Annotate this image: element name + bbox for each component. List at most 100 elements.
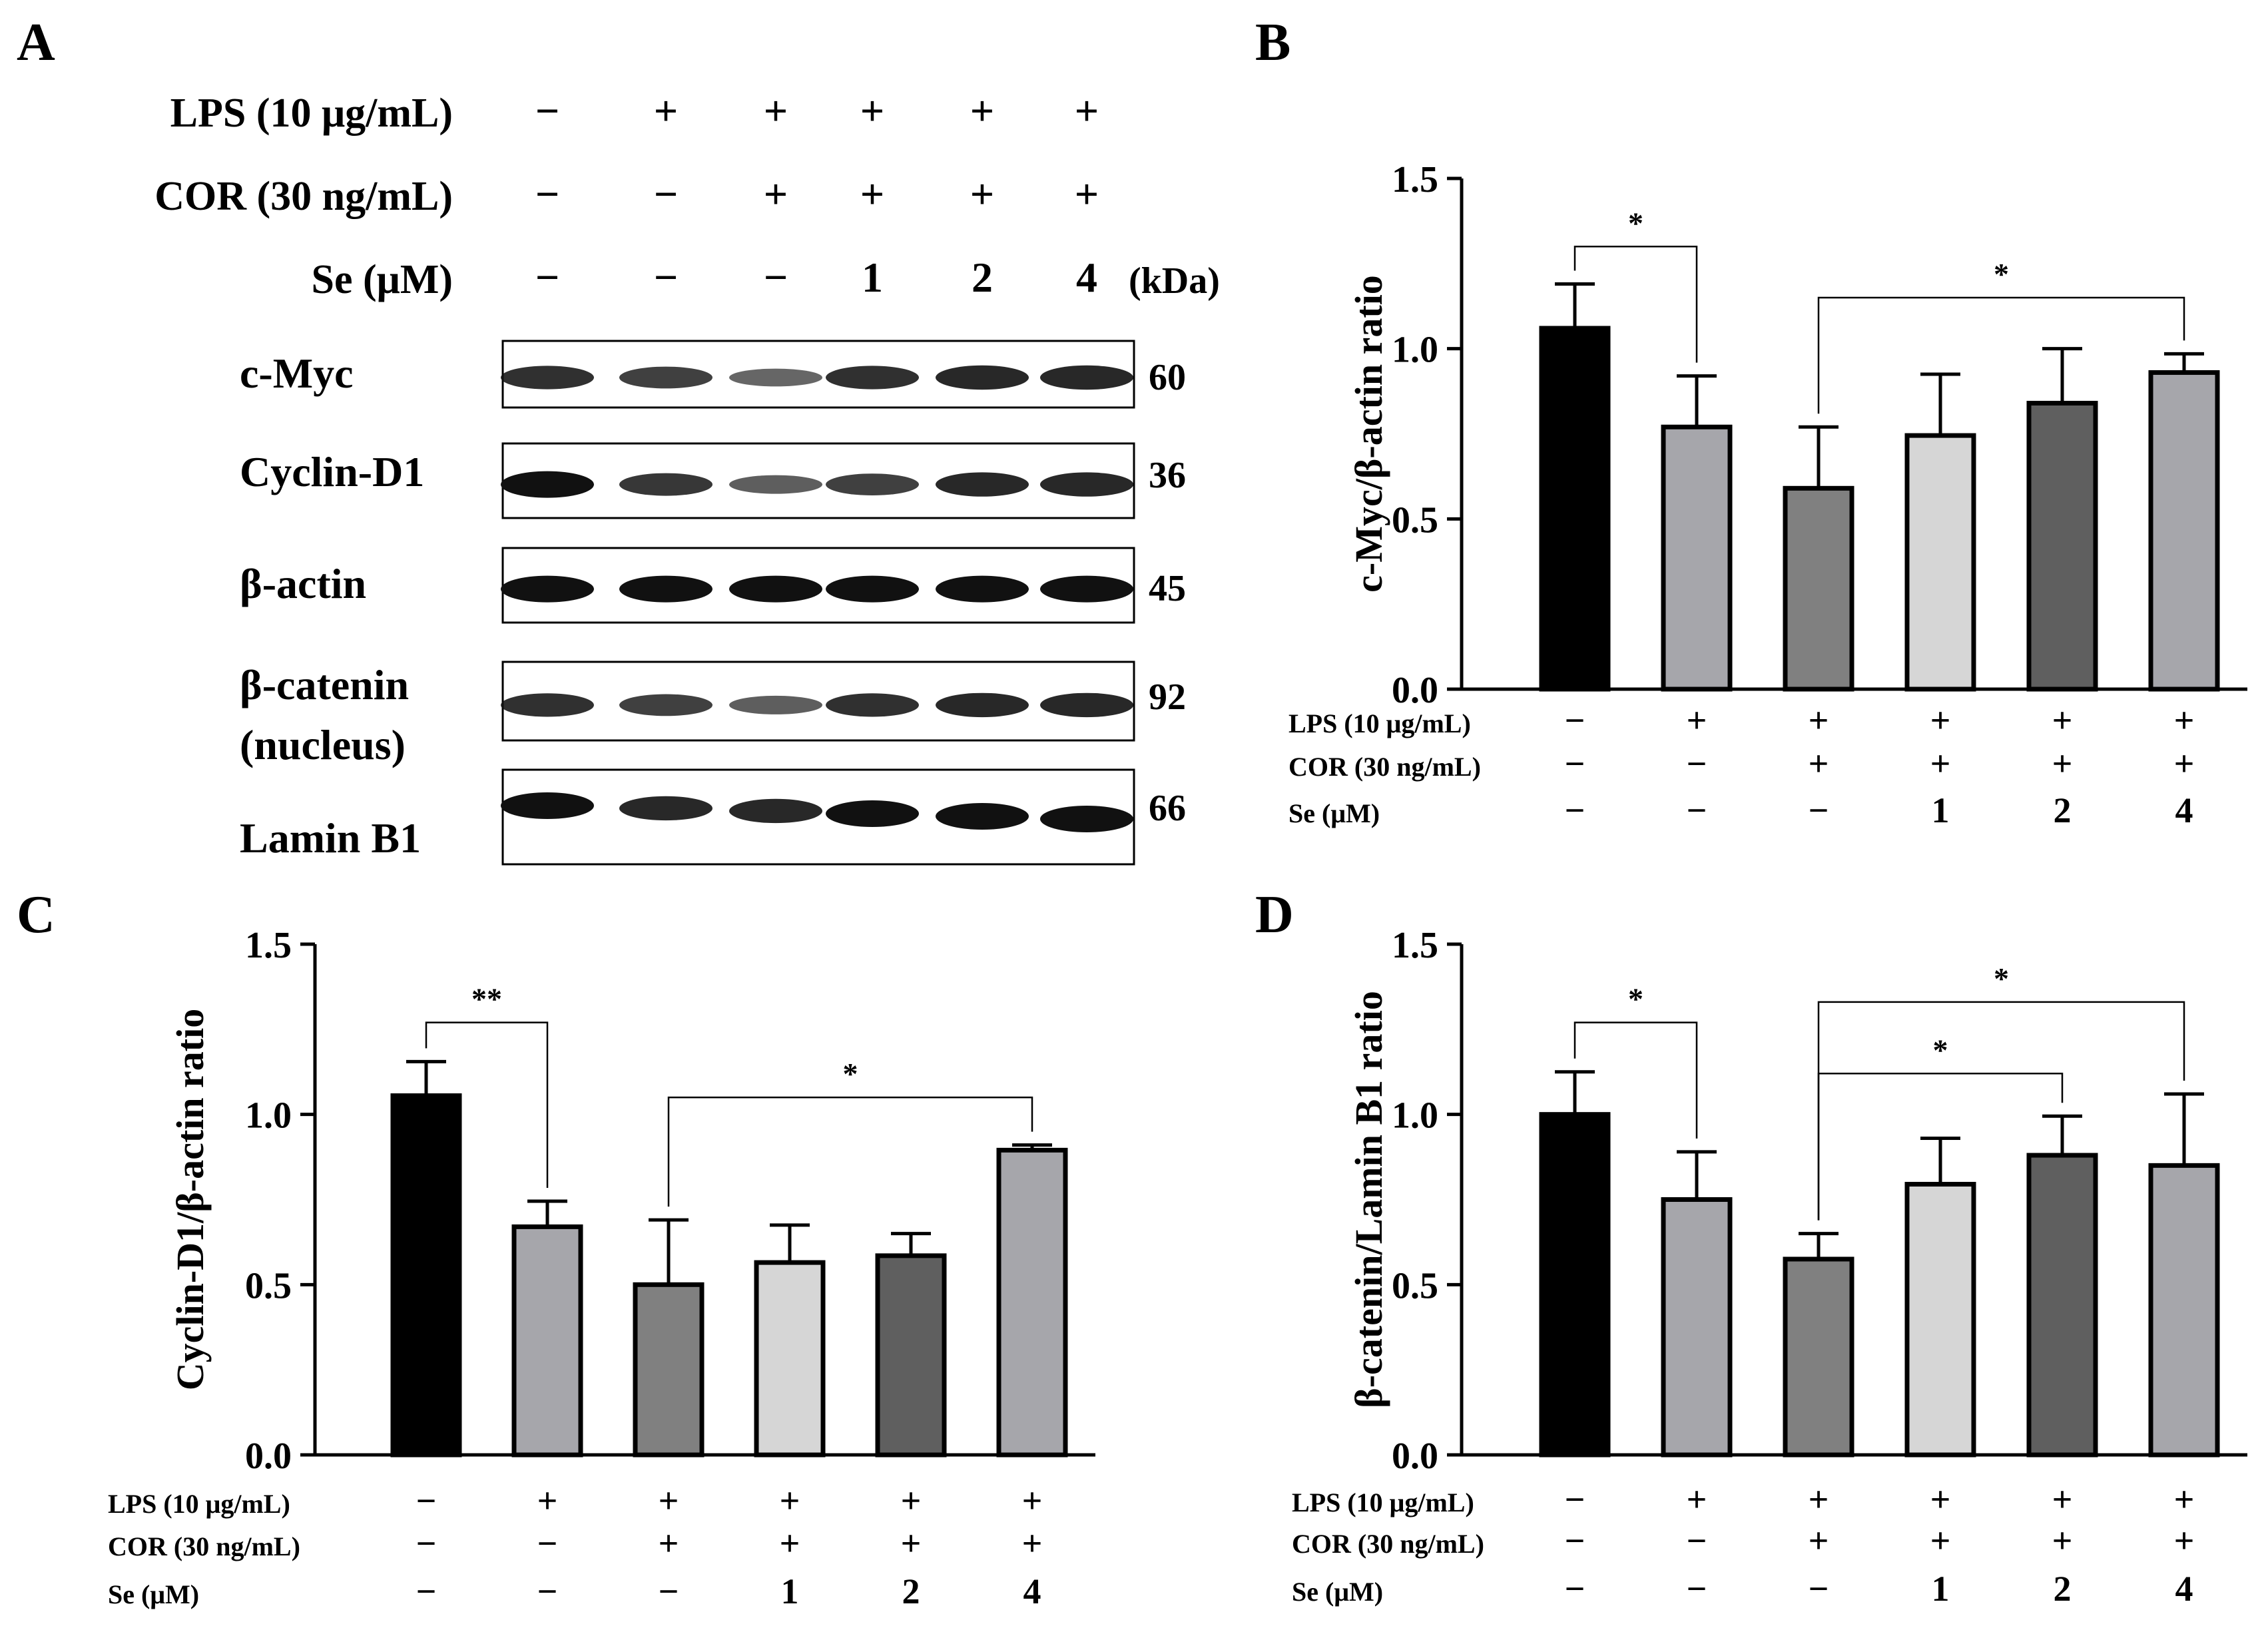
blot-band	[1040, 575, 1133, 603]
significance-bracket	[1817, 1001, 2185, 1221]
treatment-value: +	[1687, 1480, 1707, 1519]
significance-marker: **	[471, 982, 502, 1016]
panel-label-b: B	[1255, 13, 1290, 72]
treatment-label: COR (30 ng/mL)	[1292, 1529, 1484, 1559]
blot-treatment-label: LPS (10 μg/mL)	[170, 91, 453, 136]
significance-bracket	[1573, 246, 1698, 363]
treatment-value: +	[1930, 700, 1951, 740]
blot-band	[729, 368, 822, 387]
treatment-value: −	[1565, 700, 1585, 740]
blot-kda-value: 60	[1149, 357, 1186, 398]
treatment-value: +	[659, 1523, 679, 1563]
blot-band	[936, 472, 1029, 497]
blot-protein-label-lamin-b1: Lamin B1	[240, 814, 421, 862]
blot-treatment-value: 4	[1076, 254, 1097, 301]
bar	[2026, 1153, 2098, 1458]
treatment-label: LPS (10 μg/mL)	[1288, 708, 1471, 738]
blot-band	[826, 366, 919, 390]
blot-band	[826, 800, 919, 827]
bar	[633, 1282, 705, 1458]
treatment-label: COR (30 ng/mL)	[108, 1531, 300, 1561]
blot-band	[501, 693, 594, 717]
treatment-value: +	[1687, 700, 1707, 740]
blot-band	[936, 575, 1029, 603]
treatment-value: +	[659, 1481, 679, 1521]
y-axis-label: Cyclin-D1/β-actin ratio	[168, 1009, 212, 1390]
panel-label-c: C	[17, 886, 55, 944]
blot-protein-label-catenin: β-catenin	[240, 661, 409, 708]
treatment-value: +	[1930, 1521, 1951, 1561]
blot-band	[619, 473, 712, 496]
y-tick-label: 0.0	[1392, 1436, 1438, 1477]
blot-treatment-value: +	[654, 87, 678, 135]
blot-band	[501, 366, 594, 390]
bar	[1661, 1197, 1733, 1458]
y-tick-label: 0.5	[1392, 499, 1438, 541]
treatment-value: −	[1687, 790, 1707, 830]
treatment-value: +	[780, 1523, 800, 1563]
treatment-value: 2	[902, 1571, 920, 1611]
treatment-value: +	[2052, 1521, 2073, 1561]
treatment-value: −	[1565, 790, 1585, 830]
y-tick-label: 1.0	[1392, 330, 1438, 371]
treatment-value: +	[901, 1481, 922, 1521]
panel-label-d: D	[1255, 886, 1294, 944]
treatment-value: −	[416, 1481, 437, 1521]
y-axis-label: β-catenin/Lamin B1 ratio	[1347, 991, 1390, 1408]
treatment-label: Se (μM)	[1292, 1577, 1383, 1607]
treatment-value: +	[2174, 1480, 2195, 1519]
y-tick-label: 1.5	[1392, 159, 1438, 200]
bar	[1539, 1112, 1611, 1458]
bar	[2148, 1163, 2220, 1458]
blot-treatment-label: Se (μM)	[312, 257, 453, 302]
treatment-value: 1	[1932, 790, 1950, 830]
blot-band	[1040, 692, 1133, 718]
blot-treatment-value: −	[535, 170, 559, 218]
treatment-value: −	[1687, 1569, 1707, 1609]
blot-band	[501, 792, 594, 819]
chart-panel-b-c-myc: 0.0 0.5 1.0 1.5 c-Myc/β-actin ratio * * LPS (10…	[1288, 159, 2247, 830]
kda-header: (kDa)	[1129, 260, 1220, 302]
treatment-value: +	[1809, 1521, 1829, 1561]
treatment-value: +	[2052, 1480, 2073, 1519]
treatment-value: +	[1022, 1523, 1043, 1563]
treatment-label: LPS (10 μg/mL)	[108, 1489, 290, 1519]
significance-marker: *	[1994, 257, 2009, 291]
treatment-value: −	[1565, 1480, 1585, 1519]
blot-band	[619, 575, 712, 603]
bar	[754, 1260, 826, 1458]
bar	[390, 1093, 462, 1458]
chart-panel-d-beta-catenin: 0.0 0.5 1.0 1.5β-catenin/Lamin B1 ratio * * * L…	[1292, 925, 2247, 1609]
treatment-value: −	[1687, 744, 1707, 784]
treatment-value: −	[416, 1523, 437, 1563]
treatment-value: +	[901, 1523, 922, 1563]
bar	[511, 1224, 583, 1458]
blot-treatment-value: −	[535, 87, 559, 135]
blot-band	[729, 575, 822, 603]
panel-label-a: A	[17, 13, 55, 72]
blot-band	[936, 692, 1029, 718]
significance-bracket	[1573, 1021, 1698, 1139]
blot-treatment-value: +	[970, 87, 994, 135]
treatment-label: COR (30 ng/mL)	[1288, 752, 1481, 782]
blot-protein-label-actin: β-actin	[240, 560, 366, 607]
significance-marker: *	[843, 1057, 858, 1091]
blot-treatment-value: +	[860, 87, 884, 135]
blot-band	[619, 366, 712, 389]
treatment-label: Se (μM)	[108, 1579, 199, 1609]
blot-treatment-value: +	[860, 170, 884, 218]
significance-bracket	[1817, 296, 2185, 414]
treatment-value: −	[1565, 1521, 1585, 1561]
blot-protein-label-cyclin-d1: Cyclin-D1	[240, 448, 424, 495]
treatment-value: −	[659, 1571, 679, 1611]
blot-treatment-value: +	[1075, 170, 1099, 218]
y-axis-label: c-Myc/β-actin ratio	[1347, 275, 1390, 593]
treatment-value: +	[537, 1481, 558, 1521]
bar	[1904, 1181, 1976, 1458]
treatment-value: +	[1930, 744, 1951, 784]
blot-band	[1040, 472, 1133, 497]
blot-band	[826, 575, 919, 603]
blot-treatment-value: +	[764, 87, 788, 135]
blot-treatment-value: −	[764, 254, 788, 301]
